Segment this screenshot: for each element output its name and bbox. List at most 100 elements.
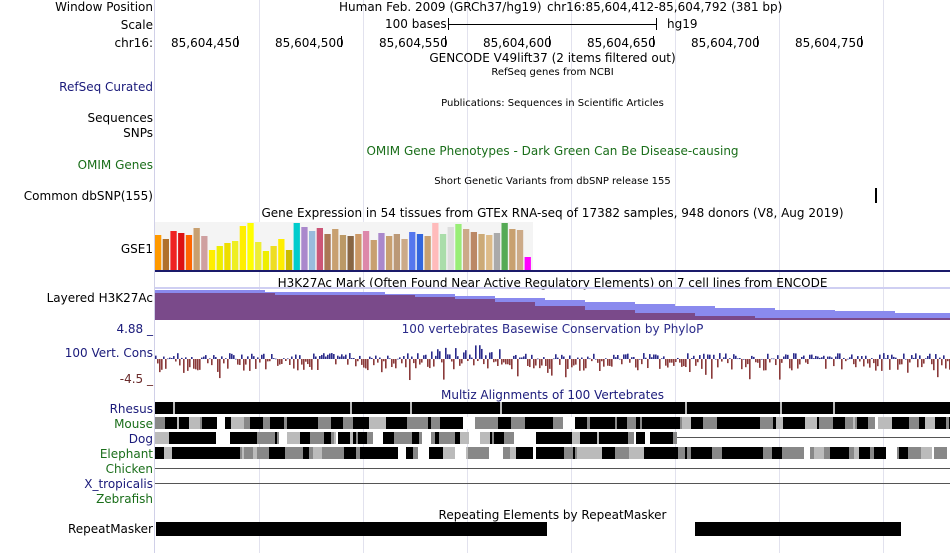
repeat-label[interactable]: RepeatMasker [67,522,153,536]
conservation-wiggle[interactable] [155,338,950,388]
gtex-tissue-bar[interactable] [208,250,216,270]
multiz-block [393,447,398,459]
gtex-tissue-bar[interactable] [293,223,300,270]
gtex-tissue-bar[interactable] [516,230,524,270]
gtex-tissue-bar[interactable] [509,229,516,270]
gtex-tissue-bar[interactable] [355,234,362,270]
gtex-tissue-bar[interactable] [393,234,400,270]
gtex-tissue-bar[interactable] [416,234,424,270]
dbsnp-title[interactable]: Short Genetic Variants from dbSNP releas… [434,176,671,187]
repeat-element[interactable] [156,522,547,536]
gtex-tissue-bar[interactable] [332,229,339,270]
repeat-element[interactable] [695,522,901,536]
gtex-tissue-bar[interactable] [370,240,377,270]
gtex-tissue-bar[interactable] [155,235,162,270]
multiz-alignment[interactable] [155,402,950,506]
gtex-tissue-bar[interactable] [278,239,285,270]
snp-mark[interactable] [875,188,877,203]
gtex-tissue-bar[interactable] [386,236,393,270]
gtex-bar-chart[interactable] [155,222,535,270]
cons-positive-bar [353,357,355,359]
multiz-block [452,432,455,444]
cons-positive-bar [479,345,481,359]
gtex-tissue-bar[interactable] [239,226,246,270]
window-position-label[interactable]: Window Position [55,0,153,14]
multiz-zebrafish-label[interactable]: Zebrafish [96,492,153,506]
snps-label[interactable]: SNPs [123,126,153,140]
gtex-tissue-bar[interactable] [439,234,447,270]
gtex-tissue-bar[interactable] [162,239,169,270]
gtex-tissue-bar[interactable] [324,234,331,270]
h3k27ac-title[interactable]: H3K27Ac Mark (Often Found Near Active Re… [277,276,828,290]
multiz-block [553,417,563,429]
gtex-tissue-bar[interactable] [378,233,385,270]
cons-positive-bar [581,357,583,359]
gtex-tissue-bar[interactable] [255,242,262,270]
publications-title[interactable]: Publications: Sequences in Scientific Ar… [441,98,664,109]
gtex-tissue-bar[interactable] [170,231,177,270]
gtex-title[interactable]: Gene Expression in 54 tissues from GTEx … [261,206,844,220]
multiz-dog-label[interactable]: Dog [128,432,153,446]
gtex-tissue-bar[interactable] [285,250,293,270]
gtex-tissue-bar[interactable] [309,231,316,270]
gtex-tissue-bar[interactable] [409,232,416,270]
gencode-title[interactable]: GENCODE V49lift37 (2 items filtered out) [429,51,676,65]
cons-negative-bar [917,359,919,368]
gtex-label[interactable]: GSE1 [120,242,153,256]
gtex-tissue-bar[interactable] [486,235,493,270]
multiz-elephant-label[interactable]: Elephant [99,447,153,461]
gtex-tissue-bar[interactable] [401,239,408,270]
gtex-tissue-bar[interactable] [470,232,477,270]
gtex-tissue-bar[interactable] [339,235,347,270]
gtex-tissue-bar[interactable] [216,246,223,270]
cons-positive-bar [861,356,863,359]
multiz-gap-line [155,483,950,484]
gtex-tissue-bar[interactable] [316,228,323,270]
chrom-label[interactable]: chr16: [114,36,153,50]
gtex-tissue-bar[interactable] [201,236,208,270]
cons-negative-bar [567,359,569,369]
gtex-tissue-bar[interactable] [301,227,308,270]
multiz-block [278,417,284,429]
h3k27ac-label[interactable]: Layered H3K27Ac [46,291,153,305]
gtex-tissue-bar[interactable] [455,224,462,270]
scale-label[interactable]: Scale [120,18,153,32]
omim-title[interactable]: OMIM Gene Phenotypes - Dark Green Can Be… [366,144,739,158]
gtex-tissue-bar[interactable] [224,243,231,270]
cons-label[interactable]: 100 Vert. Cons [64,346,153,360]
cons-negative-bar [721,359,723,362]
gtex-tissue-bar[interactable] [432,223,439,270]
gtex-tissue-bar[interactable] [270,246,277,270]
gtex-tissue-bar[interactable] [501,223,508,270]
gtex-tissue-bar[interactable] [478,234,485,270]
gtex-tissue-bar[interactable] [493,233,501,270]
gtex-tissue-bar[interactable] [185,235,193,270]
cons-positive-bar [155,355,157,359]
refseq-title[interactable]: RefSeq genes from NCBI [491,67,614,78]
gtex-tissue-bar[interactable] [178,233,185,270]
h3k27ac-signal[interactable] [155,287,950,321]
gtex-tissue-bar[interactable] [524,257,531,270]
refseq-label[interactable]: RefSeq Curated [59,80,153,94]
omim-label[interactable]: OMIM Genes [77,158,153,172]
gtex-tissue-bar[interactable] [193,228,200,270]
multiz-title[interactable]: Multiz Alignments of 100 Vertebrates [440,388,665,402]
cons-positive-bar [163,356,165,359]
gtex-tissue-bar[interactable] [424,236,431,270]
multiz-mouse-label[interactable]: Mouse [114,417,153,431]
multiz-xtropicalis-label[interactable]: X_tropicalis [84,477,153,491]
gtex-tissue-bar[interactable] [463,229,470,270]
gtex-tissue-bar[interactable] [262,251,270,270]
gtex-tissue-bar[interactable] [347,236,354,270]
multiz-rhesus-label[interactable]: Rhesus [109,402,153,416]
dbsnp-label[interactable]: Common dbSNP(155) [23,189,153,203]
gtex-tissue-bar[interactable] [447,227,454,270]
sequences-label[interactable]: Sequences [87,111,153,125]
gtex-tissue-bar[interactable] [362,231,370,270]
repeat-title[interactable]: Repeating Elements by RepeatMasker [438,508,667,522]
cons-negative-bar [179,359,181,366]
gtex-tissue-bar[interactable] [247,223,254,270]
multiz-chicken-label[interactable]: Chicken [105,462,153,476]
gtex-tissue-bar[interactable] [232,241,239,270]
cons-title[interactable]: 100 vertebrates Basewise Conservation by… [401,322,704,336]
